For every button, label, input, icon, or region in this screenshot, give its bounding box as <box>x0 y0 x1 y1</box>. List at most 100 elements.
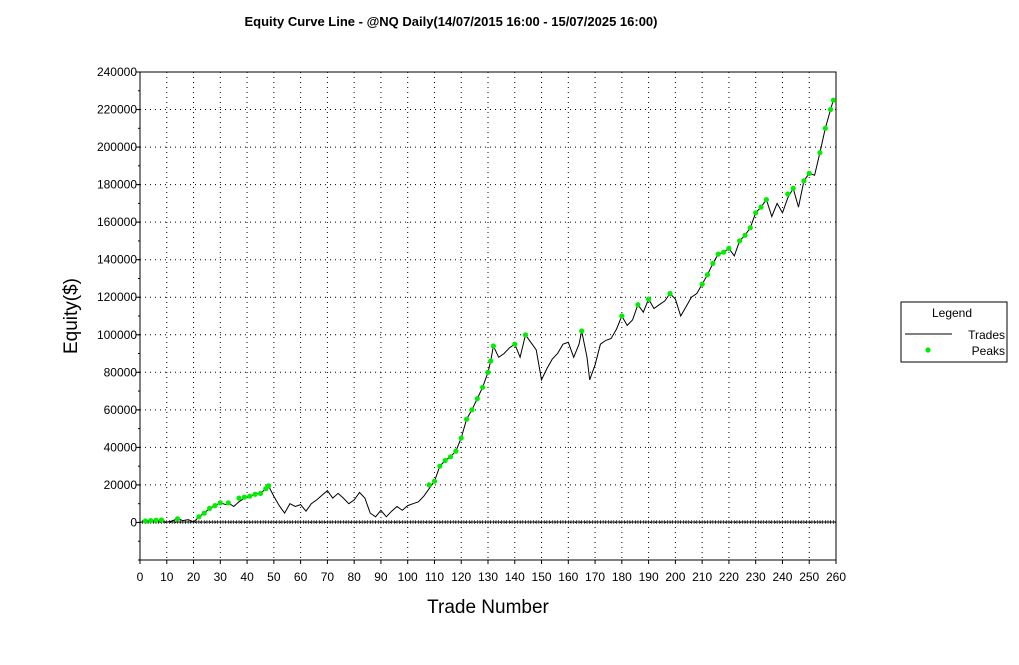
peak-point <box>453 448 459 454</box>
trades-line <box>139 100 834 523</box>
legend-box <box>900 301 1008 363</box>
peaks-markers <box>142 97 836 524</box>
y-tick-label: 20000 <box>104 478 138 492</box>
peak-point <box>721 249 727 255</box>
y-tick-label: 120000 <box>97 290 137 304</box>
peak-point <box>458 435 464 441</box>
peak-point <box>225 500 231 506</box>
x-tick-label: 140 <box>505 570 525 584</box>
peak-point <box>737 238 743 244</box>
peak-point <box>212 503 218 509</box>
peak-point <box>217 500 223 506</box>
peak-point <box>747 225 753 231</box>
peak-point <box>247 493 253 499</box>
x-tick-label: 40 <box>240 570 254 584</box>
peak-point <box>830 97 836 103</box>
x-tick-label: 190 <box>639 570 659 584</box>
x-tick-label: 60 <box>294 570 308 584</box>
x-tick-label: 210 <box>692 570 712 584</box>
grid <box>140 72 836 560</box>
peak-point <box>522 332 529 338</box>
x-tick-label: 70 <box>321 570 335 584</box>
peak-point <box>512 341 518 347</box>
x-tick-label: 50 <box>267 570 281 584</box>
peak-point <box>785 191 791 197</box>
y-tick-label: 220000 <box>97 103 137 117</box>
x-tick-label: 230 <box>746 570 766 584</box>
peak-point <box>148 518 154 524</box>
peak-point <box>257 490 264 496</box>
y-tick-label: 240000 <box>97 65 137 79</box>
peak-point <box>480 384 486 390</box>
peak-point <box>753 210 759 216</box>
peak-point <box>241 494 247 500</box>
y-tick-label: 100000 <box>97 328 137 342</box>
peak-point <box>236 495 242 501</box>
peak-point <box>431 478 438 484</box>
peak-point <box>447 454 454 460</box>
peak-point <box>437 463 443 469</box>
peak-point <box>726 245 732 251</box>
legend-title: Legend <box>932 306 972 320</box>
x-tick-label: 20 <box>187 570 201 584</box>
legend: Legend Trades Peaks <box>900 301 1008 363</box>
x-tick-label: 0 <box>137 570 144 584</box>
peak-point <box>265 483 272 489</box>
peak-point <box>646 296 652 302</box>
peak-point <box>758 204 764 210</box>
peak-point <box>442 457 448 464</box>
peak-point <box>635 302 641 308</box>
x-tick-label: 30 <box>214 570 228 584</box>
peak-point <box>817 150 823 156</box>
peak-point <box>801 178 807 184</box>
peak-point <box>474 396 480 402</box>
x-axis-title: Trade Number <box>427 597 549 618</box>
peak-point <box>490 343 496 349</box>
legend-trades-label: Trades <box>968 328 1005 342</box>
x-axis: 0 10 20 30 40 50 60 70 80 90 100 110 120 130 140 150 160… <box>137 520 846 584</box>
legend-peaks-label: Peaks <box>972 344 1005 358</box>
x-tick-label: 90 <box>374 570 388 584</box>
peak-point <box>485 369 491 375</box>
y-tick-label: 40000 <box>104 440 138 454</box>
peak-point <box>710 260 716 266</box>
chart-title: Equity Curve Line - @NQ Daily(14/07/2015… <box>245 14 658 29</box>
peak-point <box>469 407 475 413</box>
x-tick-label: 200 <box>665 570 685 584</box>
x-tick-label: 220 <box>719 570 739 584</box>
y-tick-label: 60000 <box>104 403 138 417</box>
peak-point <box>174 516 181 522</box>
peak-point <box>699 281 705 287</box>
y-tick-label: 200000 <box>97 140 137 154</box>
peak-point <box>488 358 494 364</box>
x-tick-label: 110 <box>425 570 444 584</box>
y-tick-label: 80000 <box>104 365 138 379</box>
y-tick-label: 140000 <box>97 253 137 267</box>
y-axis-title: Equity($) <box>61 278 82 354</box>
x-tick-label: 250 <box>799 570 819 584</box>
x-tick-label: 240 <box>772 570 792 584</box>
peak-point <box>715 251 721 257</box>
x-tick-label: 120 <box>451 570 471 584</box>
x-tick-label: 100 <box>398 570 418 584</box>
peak-point <box>619 313 625 319</box>
peak-point <box>426 482 432 488</box>
x-tick-label: 10 <box>160 570 174 584</box>
peak-point <box>207 505 213 511</box>
legend-peaks-swatch <box>925 347 931 353</box>
peak-point <box>822 125 828 131</box>
peak-point <box>142 518 148 524</box>
peak-point <box>828 106 834 113</box>
peak-point <box>579 328 585 334</box>
x-tick-label: 170 <box>585 570 605 584</box>
peak-point <box>704 272 711 278</box>
peak-point <box>464 416 470 422</box>
peak-point <box>806 170 812 176</box>
peak-point <box>790 185 796 191</box>
peak-point <box>196 514 202 520</box>
x-tick-label: 150 <box>532 570 552 584</box>
peak-point <box>252 491 258 497</box>
x-tick-label: 180 <box>612 570 632 584</box>
peak-point <box>201 510 207 516</box>
x-tick-label: 80 <box>347 570 361 584</box>
